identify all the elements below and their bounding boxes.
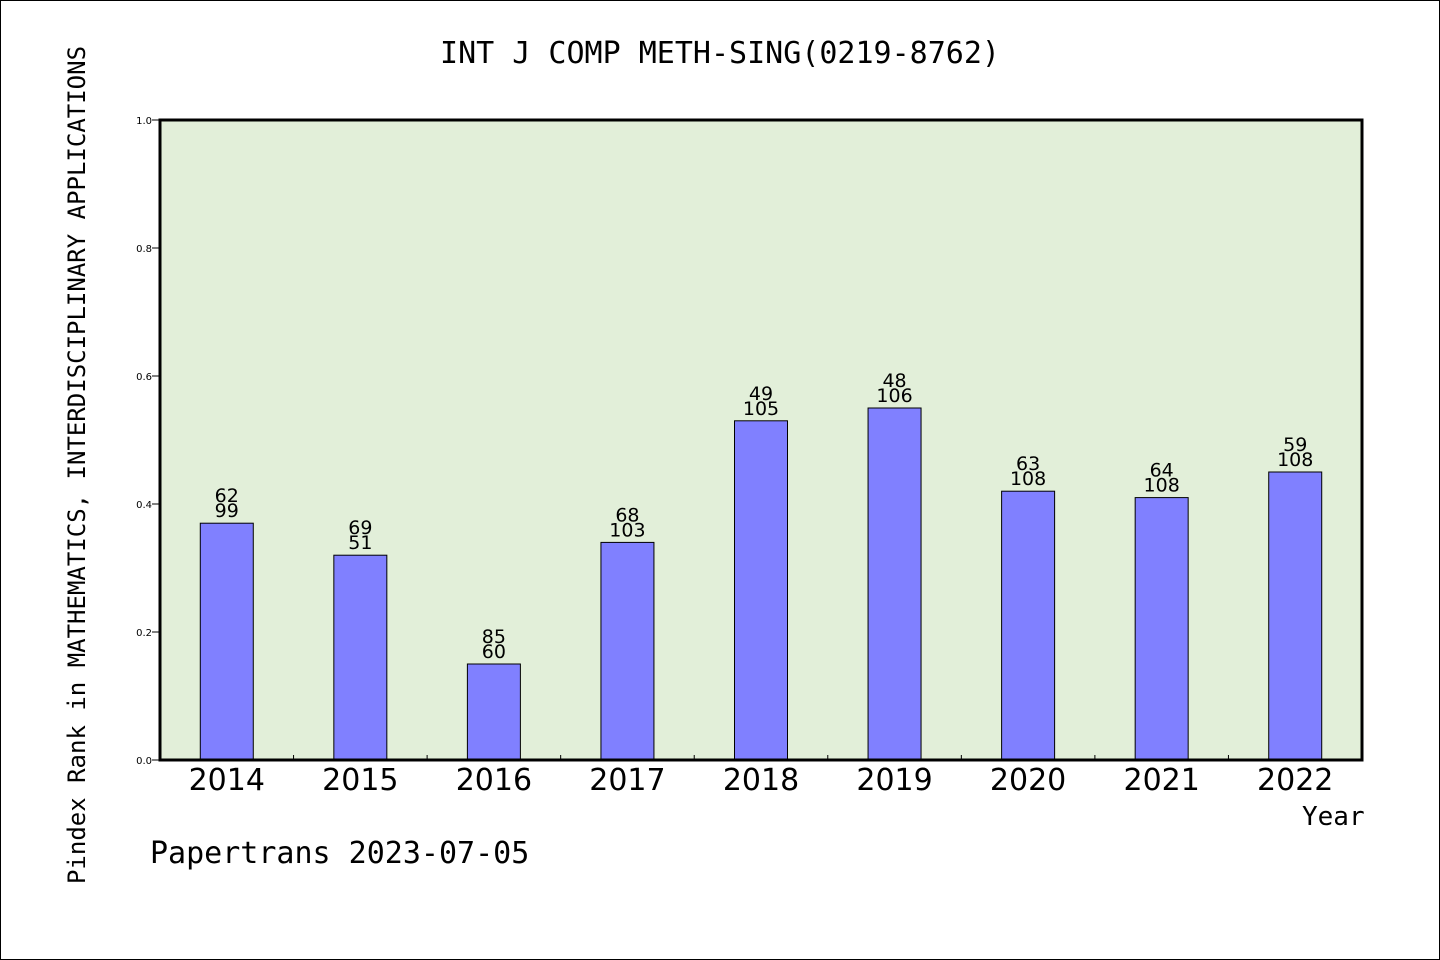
bar-label-bottom: 108 — [1010, 468, 1046, 490]
bar-label-top: 59 — [1283, 434, 1307, 456]
bar-label-bottom: 60 — [482, 641, 506, 663]
bar — [199, 522, 254, 761]
x-tick-label: 2014 — [189, 763, 265, 798]
x-tick-label: 2021 — [1123, 763, 1199, 798]
bar-label-top: 64 — [1150, 460, 1174, 482]
bar-label-bottom: 99 — [215, 500, 239, 522]
chart-title: INT J COMP METH-SING(0219-8762) — [440, 36, 1000, 71]
plot-border — [158, 118, 1364, 762]
y-tick-label: 0.0 — [136, 756, 152, 767]
x-tick-label: 2015 — [322, 763, 398, 798]
y-axis-label: Pindex Rank in MATHEMATICS, INTERDISCIPL… — [63, 45, 91, 885]
y-tick-label: 0.2 — [136, 628, 152, 639]
bar-label-bottom: 108 — [1277, 449, 1313, 471]
x-tick-label: 2018 — [723, 763, 799, 798]
y-tick-label: 0.4 — [136, 500, 152, 511]
bar-label-top: 63 — [1016, 453, 1040, 475]
y-tick-label: 0.8 — [136, 244, 152, 255]
y-tick-label: 1.0 — [136, 116, 152, 127]
bar-label-top: 68 — [615, 504, 639, 526]
bar — [1268, 471, 1323, 761]
bar — [734, 420, 788, 761]
x-tick-label: 2020 — [990, 763, 1066, 798]
y-tick-label: 0.6 — [136, 372, 152, 383]
bar-label-top: 62 — [215, 485, 239, 507]
watermark-text: Papertrans 2023-07-05 — [150, 836, 530, 871]
x-axis-label: Year — [1302, 802, 1365, 832]
bar — [466, 663, 521, 761]
bars-layer — [199, 407, 1323, 761]
x-tick-label: 2017 — [589, 763, 665, 798]
x-tick-label: 2022 — [1257, 763, 1333, 798]
bar-label-top: 85 — [482, 626, 506, 648]
bar-label-bottom: 108 — [1144, 475, 1180, 497]
bar — [333, 554, 388, 761]
bar — [1001, 490, 1056, 761]
ticks-layer: 0.0 0.2 0.4 0.6 0.8 1.0 — [136, 116, 1229, 767]
bar-label-top: 69 — [348, 517, 372, 539]
bar-label-bottom: 106 — [876, 385, 912, 407]
bar-label-top: 48 — [882, 370, 906, 392]
x-tick-label: 2019 — [856, 763, 932, 798]
bar-label-top: 49 — [749, 383, 773, 405]
x-tick-label: 2016 — [456, 763, 532, 798]
bar — [867, 407, 922, 761]
bar — [1134, 497, 1189, 761]
bar-label-bottom: 103 — [609, 519, 645, 541]
bar-label-bottom: 51 — [348, 532, 372, 554]
bar-label-bottom: 105 — [743, 398, 779, 420]
bar — [600, 541, 655, 761]
